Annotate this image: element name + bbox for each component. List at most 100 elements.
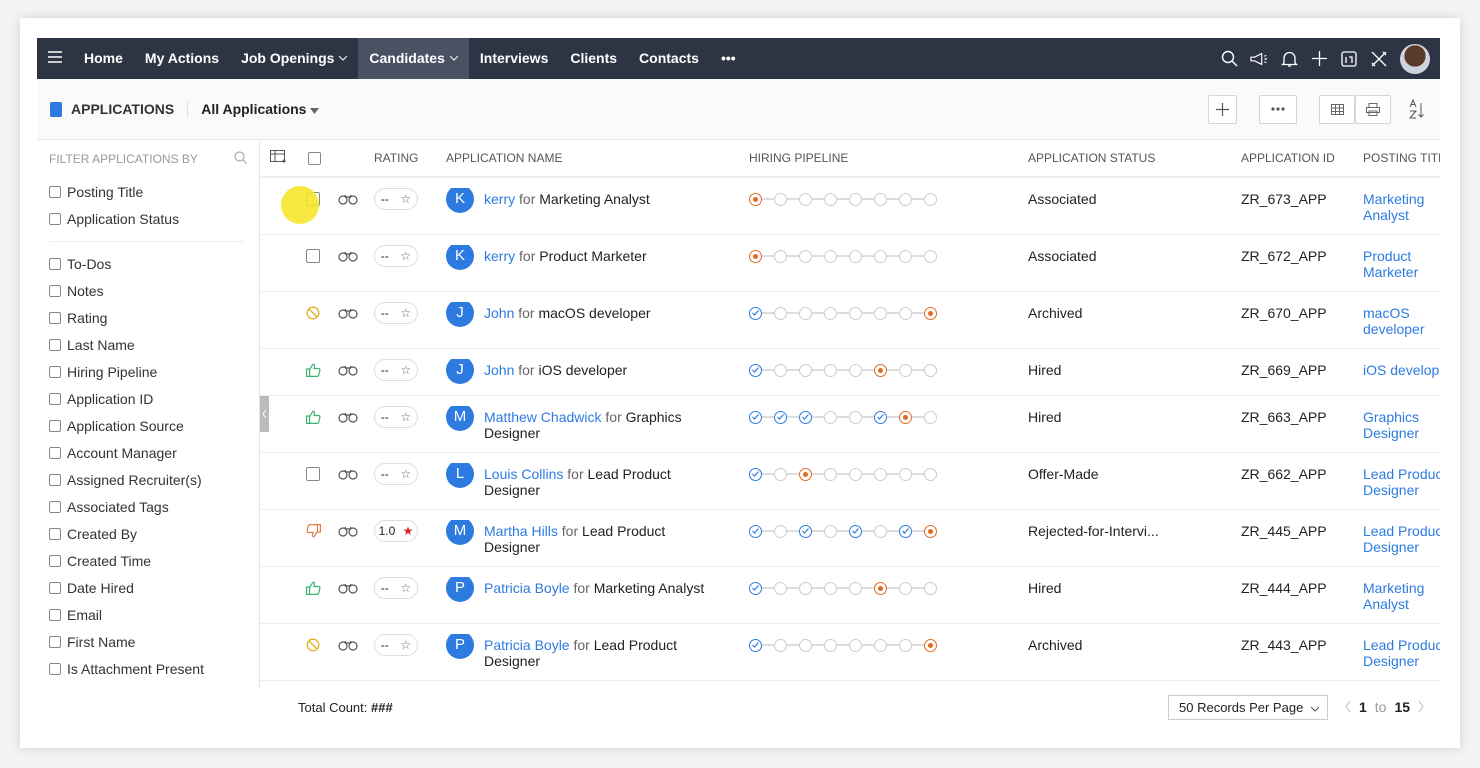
records-per-page-select[interactable]: 50 Records Per Page xyxy=(1168,695,1328,720)
stage-pending-icon[interactable] xyxy=(899,581,912,595)
stage-current-icon[interactable] xyxy=(924,306,937,320)
stage-current-icon[interactable] xyxy=(749,249,762,263)
megaphone-icon[interactable] xyxy=(1250,50,1268,68)
stage-done-icon[interactable] xyxy=(749,581,762,595)
hiring-pipeline[interactable] xyxy=(749,406,1028,428)
hiring-pipeline[interactable] xyxy=(749,188,1028,210)
filter-checkbox[interactable] xyxy=(49,608,61,621)
filter-option[interactable]: Account Manager xyxy=(37,439,259,466)
filter-option[interactable]: Assigned Recruiter(s) xyxy=(37,466,259,493)
user-avatar[interactable] xyxy=(1400,43,1430,74)
candidate-link[interactable]: Matthew Chadwick xyxy=(484,409,602,425)
filter-option[interactable]: Created Time xyxy=(37,547,259,574)
filter-checkbox[interactable] xyxy=(49,212,61,225)
stage-pending-icon[interactable] xyxy=(849,192,862,206)
stage-pending-icon[interactable] xyxy=(874,192,887,206)
rating-pill[interactable]: -- ☆ xyxy=(374,245,418,267)
calendar-icon[interactable] xyxy=(1340,50,1358,68)
filter-option[interactable]: First Name xyxy=(37,628,259,655)
candidate-link[interactable]: Martha Hills xyxy=(484,523,558,539)
stage-done-icon[interactable] xyxy=(749,363,762,377)
table-row[interactable]: -- ☆ J John for iOS developer Hired ZR_669_AP… xyxy=(260,349,1440,396)
rating-pill[interactable]: -- ☆ xyxy=(374,463,418,485)
col-rating[interactable]: RATING xyxy=(374,151,419,165)
stage-pending-icon[interactable] xyxy=(899,638,912,652)
stage-pending-icon[interactable] xyxy=(874,249,887,263)
add-button[interactable] xyxy=(1208,94,1237,124)
binoculars-icon[interactable] xyxy=(338,582,358,594)
row-checkbox[interactable] xyxy=(306,467,320,481)
candidate-link[interactable]: John xyxy=(484,305,515,321)
table-row[interactable]: -- ☆ P Patricia Boyle for Marketing Analyst… xyxy=(260,567,1440,624)
filter-checkbox[interactable] xyxy=(49,392,61,405)
rating-pill[interactable]: -- ☆ xyxy=(374,302,418,324)
col-id[interactable]: APPLICATION ID xyxy=(1241,151,1335,165)
nav-item-candidates[interactable]: Candidates xyxy=(358,38,469,79)
nav-item-contacts[interactable]: Contacts xyxy=(628,38,710,79)
stage-pending-icon[interactable] xyxy=(774,363,787,377)
nav-item-my-actions[interactable]: My Actions xyxy=(134,38,230,79)
stage-pending-icon[interactable] xyxy=(774,249,787,263)
star-icon[interactable]: ☆ xyxy=(400,581,412,595)
stage-pending-icon[interactable] xyxy=(924,249,937,263)
stage-pending-icon[interactable] xyxy=(899,467,912,481)
search-icon[interactable] xyxy=(234,151,247,167)
stage-pending-icon[interactable] xyxy=(924,363,937,377)
thumbs-down-icon[interactable] xyxy=(306,524,321,538)
stage-done-icon[interactable] xyxy=(749,467,762,481)
hiring-pipeline[interactable] xyxy=(749,634,1028,656)
filter-option[interactable]: Posting Title xyxy=(37,178,259,205)
stage-done-icon[interactable] xyxy=(749,638,762,652)
filter-option[interactable]: Email xyxy=(37,601,259,628)
star-icon[interactable]: ★ xyxy=(402,524,414,538)
filter-option[interactable]: Application Source xyxy=(37,412,259,439)
nav-item-clients[interactable]: Clients xyxy=(559,38,628,79)
binoculars-icon[interactable] xyxy=(338,364,358,376)
filter-checkbox[interactable] xyxy=(49,419,61,432)
posting-title-link[interactable]: Product Marketer xyxy=(1363,245,1440,280)
stage-done-icon[interactable] xyxy=(749,306,762,320)
rating-pill[interactable]: 1.0 ★ xyxy=(374,520,418,542)
stage-pending-icon[interactable] xyxy=(774,467,787,481)
stage-current-icon[interactable] xyxy=(924,638,937,652)
posting-title-link[interactable]: Lead Produc Designer xyxy=(1363,520,1440,555)
star-icon[interactable]: ☆ xyxy=(400,306,412,320)
stage-done-icon[interactable] xyxy=(749,410,762,424)
posting-title-link[interactable]: macOS developer xyxy=(1363,302,1440,337)
posting-title-link[interactable]: Marketing Analyst xyxy=(1363,188,1440,223)
hiring-pipeline[interactable] xyxy=(749,577,1028,599)
filter-checkbox[interactable] xyxy=(49,257,61,270)
stage-current-icon[interactable] xyxy=(749,192,762,206)
stage-done-icon[interactable] xyxy=(874,410,887,424)
stage-pending-icon[interactable] xyxy=(874,306,887,320)
stage-pending-icon[interactable] xyxy=(924,192,937,206)
candidate-link[interactable]: Patricia Boyle xyxy=(484,637,570,653)
binoculars-icon[interactable] xyxy=(338,193,358,205)
stage-pending-icon[interactable] xyxy=(849,581,862,595)
stage-current-icon[interactable] xyxy=(874,363,887,377)
posting-title-link[interactable]: Graphics Designer xyxy=(1363,406,1440,441)
stage-pending-icon[interactable] xyxy=(799,192,812,206)
stage-pending-icon[interactable] xyxy=(824,581,837,595)
stage-pending-icon[interactable] xyxy=(924,581,937,595)
thumbs-up-icon[interactable] xyxy=(306,410,321,424)
filter-option[interactable]: Date Hired xyxy=(37,574,259,601)
stage-pending-icon[interactable] xyxy=(824,306,837,320)
filter-option[interactable]: To-Dos xyxy=(37,250,259,277)
filter-option[interactable]: Application ID xyxy=(37,385,259,412)
stage-pending-icon[interactable] xyxy=(824,524,837,538)
filter-checkbox[interactable] xyxy=(49,185,61,198)
filter-checkbox[interactable] xyxy=(49,284,61,297)
rating-pill[interactable]: -- ☆ xyxy=(374,577,418,599)
filter-checkbox[interactable] xyxy=(49,473,61,486)
filter-option[interactable]: Application Status xyxy=(37,205,259,232)
stage-pending-icon[interactable] xyxy=(849,363,862,377)
filter-checkbox[interactable] xyxy=(49,338,61,351)
stage-pending-icon[interactable] xyxy=(799,581,812,595)
view-selector[interactable]: All Applications xyxy=(201,101,320,117)
binoculars-icon[interactable] xyxy=(338,468,358,480)
print-button[interactable] xyxy=(1355,94,1391,124)
stage-pending-icon[interactable] xyxy=(799,363,812,377)
stage-pending-icon[interactable] xyxy=(824,638,837,652)
stage-done-icon[interactable] xyxy=(799,410,812,424)
